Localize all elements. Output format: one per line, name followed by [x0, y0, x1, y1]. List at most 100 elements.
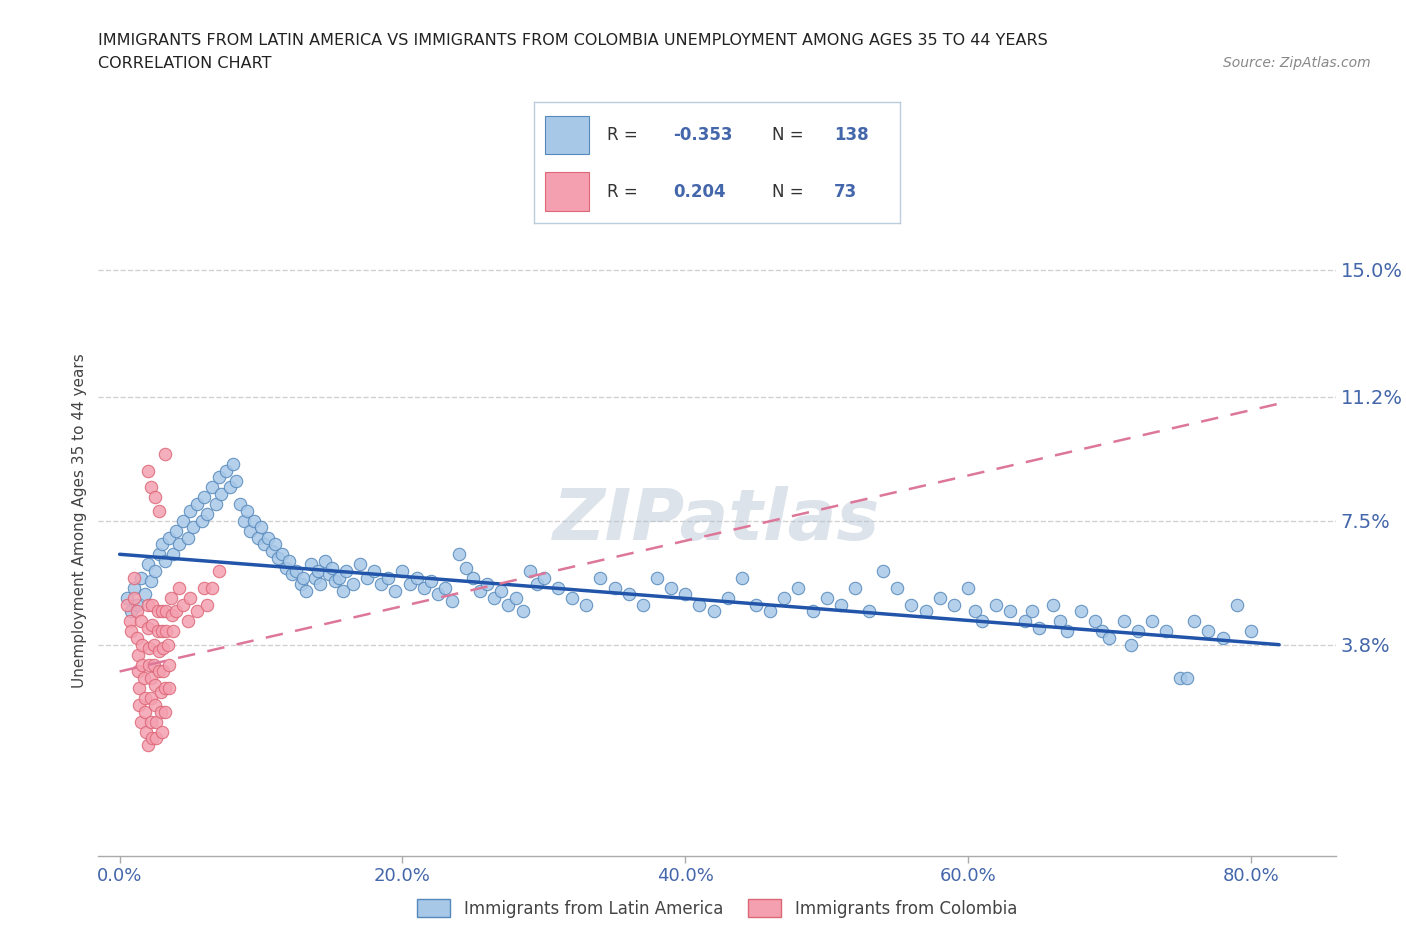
Point: [314, 553, 336, 568]
Point: [139, 714, 162, 729]
Point: [195, 597, 218, 612]
Point: [318, 567, 340, 582]
Point: [150, 624, 173, 639]
Point: [1168, 671, 1191, 685]
Text: CORRELATION CHART: CORRELATION CHART: [98, 56, 271, 71]
Point: [150, 604, 173, 618]
Point: [157, 681, 180, 696]
Point: [162, 624, 184, 639]
Text: 138: 138: [834, 126, 869, 144]
Point: [167, 580, 190, 595]
Point: [278, 553, 301, 568]
Point: [1098, 631, 1121, 645]
Point: [957, 580, 980, 595]
Point: [149, 704, 172, 719]
Point: [127, 647, 149, 662]
Point: [575, 597, 598, 612]
Point: [141, 597, 163, 612]
Point: [1212, 631, 1234, 645]
Point: [281, 567, 304, 582]
Point: [1226, 597, 1249, 612]
Point: [247, 530, 270, 545]
Point: [1028, 620, 1050, 635]
Text: R =: R =: [607, 126, 644, 144]
Point: [128, 681, 150, 696]
Point: [190, 513, 212, 528]
Point: [219, 480, 242, 495]
Point: [299, 557, 322, 572]
Point: [153, 553, 176, 568]
Point: [138, 641, 160, 656]
Point: [179, 591, 201, 605]
Point: [405, 570, 427, 585]
Point: [145, 714, 167, 729]
Point: [146, 604, 169, 618]
Point: [136, 620, 159, 635]
Point: [1140, 614, 1163, 629]
Point: [745, 597, 768, 612]
Point: [204, 497, 226, 512]
Y-axis label: Unemployment Among Ages 35 to 44 years: Unemployment Among Ages 35 to 44 years: [72, 353, 87, 688]
Point: [155, 624, 177, 639]
Point: [142, 637, 165, 652]
Point: [122, 570, 145, 585]
Point: [149, 684, 172, 699]
Point: [295, 584, 318, 599]
Point: [139, 574, 162, 589]
Point: [1112, 614, 1135, 629]
Point: [215, 463, 238, 478]
Point: [384, 584, 406, 599]
Point: [659, 580, 682, 595]
Text: 0.204: 0.204: [673, 183, 725, 201]
Point: [589, 570, 612, 585]
Point: [349, 557, 371, 572]
Point: [267, 551, 290, 565]
Point: [986, 597, 1008, 612]
Point: [153, 681, 176, 696]
Point: [900, 597, 922, 612]
Point: [1182, 614, 1205, 629]
Point: [787, 580, 810, 595]
Point: [159, 591, 181, 605]
Point: [131, 637, 153, 652]
Point: [454, 560, 477, 575]
Point: [972, 614, 994, 629]
Point: [526, 577, 548, 591]
Point: [470, 584, 492, 599]
Point: [271, 547, 294, 562]
Point: [914, 604, 936, 618]
FancyBboxPatch shape: [546, 115, 589, 154]
Point: [328, 570, 350, 585]
Point: [193, 490, 215, 505]
Point: [673, 587, 696, 602]
Point: [125, 604, 148, 618]
Point: [136, 463, 159, 478]
Point: [127, 664, 149, 679]
Point: [1175, 671, 1198, 685]
Point: [1091, 624, 1114, 639]
Text: 73: 73: [834, 183, 858, 201]
Point: [617, 587, 640, 602]
Point: [942, 597, 965, 612]
Point: [143, 490, 166, 505]
Point: [118, 614, 141, 629]
Point: [139, 691, 162, 706]
Point: [225, 473, 247, 488]
Point: [120, 604, 142, 618]
Point: [153, 704, 176, 719]
Point: [332, 584, 354, 599]
Point: [150, 537, 173, 551]
Point: [1084, 614, 1107, 629]
Point: [135, 724, 157, 739]
Point: [731, 570, 754, 585]
Point: [125, 631, 148, 645]
Point: [143, 677, 166, 692]
Point: [136, 597, 159, 612]
Point: [172, 513, 194, 528]
Point: [307, 564, 329, 578]
Point: [356, 570, 378, 585]
Point: [335, 564, 357, 578]
Point: [157, 530, 180, 545]
Point: [1240, 624, 1263, 639]
Point: [264, 537, 287, 551]
